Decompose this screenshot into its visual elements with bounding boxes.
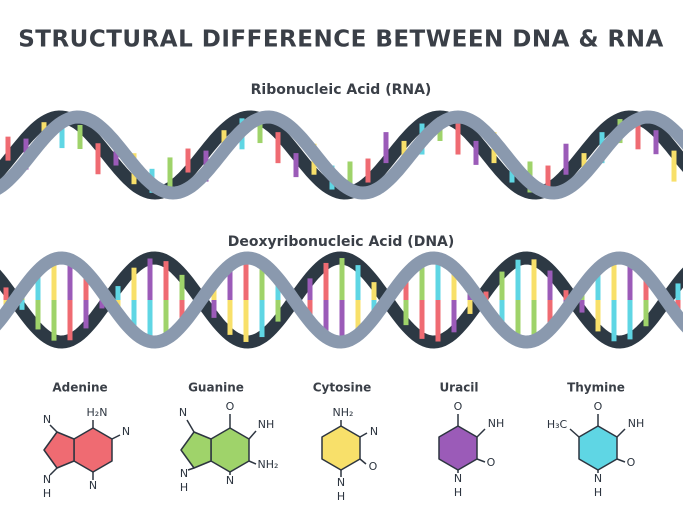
- atom: N: [43, 413, 51, 426]
- atom: O: [369, 460, 378, 473]
- atom: H: [180, 481, 188, 494]
- atom: H: [594, 486, 602, 499]
- rna-helix: [0, 110, 683, 200]
- base-name: Uracil: [439, 381, 478, 395]
- atom: NH₂: [333, 406, 354, 419]
- ring: [43, 431, 75, 469]
- bond: [49, 467, 58, 476]
- backbone: [0, 251, 683, 349]
- atom: N: [122, 425, 130, 438]
- bond: [49, 424, 58, 433]
- bond: [476, 458, 486, 463]
- bond: [248, 460, 257, 465]
- atom: O: [454, 400, 463, 413]
- thymine: Thymine H₃C O NH O N H: [547, 381, 644, 500]
- ring: [180, 431, 212, 469]
- base-name: Guanine: [188, 381, 244, 395]
- atom: H: [454, 486, 462, 499]
- atom: N: [337, 476, 345, 489]
- ring: [73, 427, 113, 473]
- base-name: Adenine: [52, 381, 107, 395]
- bond: [476, 428, 486, 438]
- atom: N: [226, 474, 234, 487]
- atom: O: [594, 400, 603, 413]
- atom: H: [43, 487, 51, 500]
- atom: H₂N: [87, 406, 108, 419]
- uracil: Uracil O NH O N H: [438, 381, 505, 499]
- backbone: [0, 110, 683, 200]
- guanine: Guanine N O NH NH₂ N N H: [179, 381, 279, 495]
- bond: [248, 430, 257, 440]
- bond: [187, 467, 195, 471]
- atom: N: [180, 467, 188, 480]
- rna-label: Ribonucleic Acid (RNA): [251, 82, 432, 98]
- ring: [438, 425, 478, 471]
- atom: N: [594, 472, 602, 485]
- ring: [321, 425, 361, 471]
- atom: N: [43, 473, 51, 486]
- title: STRUCTURAL DIFFERENCE BETWEEN DNA & RNA: [18, 27, 664, 53]
- atom: O: [487, 456, 496, 469]
- bond: [186, 419, 195, 433]
- base-name: Thymine: [567, 381, 625, 395]
- ring: [210, 427, 250, 473]
- base-name: Cytosine: [313, 381, 372, 395]
- atom: N: [454, 472, 462, 485]
- atom: NH: [488, 417, 505, 430]
- ring: [578, 425, 618, 471]
- atom: NH: [628, 417, 645, 430]
- atom: O: [226, 400, 235, 413]
- adenine: Adenine N H₂N N N N H: [43, 381, 130, 501]
- atom: NH: [258, 418, 275, 431]
- bond: [569, 428, 580, 438]
- bond: [616, 458, 626, 463]
- atom: H₃C: [547, 418, 568, 431]
- bond: [359, 432, 368, 438]
- cytosine: Cytosine NH₂ N O N H: [313, 381, 378, 504]
- atom: H: [337, 490, 345, 503]
- bond: [616, 428, 626, 438]
- dna-label: Deoxyribonucleic Acid (DNA): [228, 234, 455, 250]
- atom: O: [627, 456, 636, 469]
- dna-helix: [0, 251, 683, 349]
- atom: NH₂: [258, 458, 279, 471]
- atom: N: [370, 425, 378, 438]
- bond: [359, 458, 367, 465]
- backbone: [0, 110, 683, 200]
- atom: N: [89, 479, 97, 492]
- atom: N: [179, 406, 187, 419]
- bond: [111, 434, 121, 440]
